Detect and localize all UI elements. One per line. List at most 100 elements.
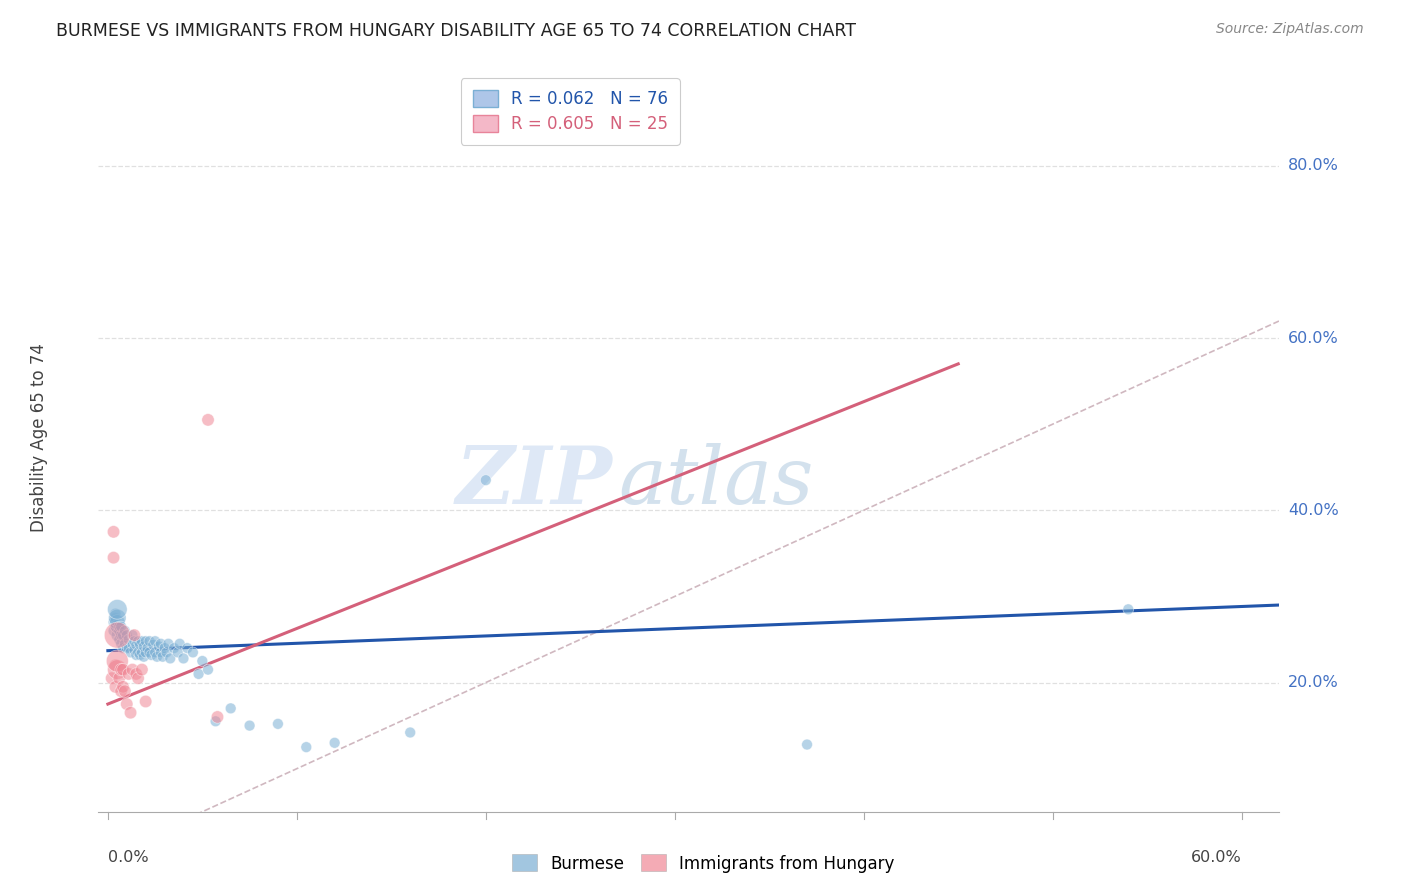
Point bbox=[124, 642, 146, 657]
Point bbox=[127, 645, 149, 659]
Point bbox=[111, 663, 134, 677]
Point bbox=[114, 637, 136, 651]
Point bbox=[132, 640, 155, 654]
Point bbox=[105, 602, 128, 616]
Point bbox=[103, 524, 125, 539]
Point bbox=[197, 663, 219, 677]
Point bbox=[108, 632, 131, 647]
Point bbox=[138, 634, 160, 648]
Point bbox=[141, 648, 163, 662]
Point bbox=[131, 634, 153, 648]
Point bbox=[104, 680, 127, 694]
Text: 0.0%: 0.0% bbox=[108, 850, 149, 865]
Text: BURMESE VS IMMIGRANTS FROM HUNGARY DISABILITY AGE 65 TO 74 CORRELATION CHART: BURMESE VS IMMIGRANTS FROM HUNGARY DISAB… bbox=[56, 22, 856, 40]
Point bbox=[149, 645, 172, 659]
Point bbox=[135, 694, 157, 708]
Point bbox=[110, 663, 132, 677]
Point bbox=[104, 619, 127, 633]
Text: 20.0%: 20.0% bbox=[1288, 675, 1339, 690]
Point bbox=[111, 641, 134, 656]
Point bbox=[399, 725, 422, 739]
Point bbox=[132, 649, 155, 664]
Point bbox=[146, 649, 169, 664]
Point bbox=[110, 637, 132, 651]
Point bbox=[118, 641, 141, 656]
Point bbox=[219, 701, 242, 715]
Point bbox=[115, 628, 138, 642]
Point bbox=[103, 550, 125, 565]
Point bbox=[163, 641, 186, 656]
Point bbox=[136, 641, 159, 656]
Point bbox=[120, 645, 142, 659]
Point bbox=[120, 706, 142, 720]
Point bbox=[181, 645, 204, 659]
Point bbox=[118, 632, 141, 647]
Point bbox=[157, 637, 180, 651]
Point bbox=[103, 624, 125, 638]
Point bbox=[114, 624, 136, 638]
Point bbox=[166, 645, 188, 659]
Point bbox=[124, 628, 146, 642]
Point bbox=[108, 624, 131, 638]
Text: atlas: atlas bbox=[619, 443, 814, 521]
Point bbox=[115, 641, 138, 656]
Point bbox=[143, 634, 166, 648]
Point bbox=[138, 645, 160, 659]
Point bbox=[105, 611, 128, 625]
Point bbox=[176, 641, 198, 656]
Text: ZIP: ZIP bbox=[456, 443, 612, 521]
Text: Source: ZipAtlas.com: Source: ZipAtlas.com bbox=[1216, 22, 1364, 37]
Point bbox=[105, 654, 128, 668]
Point bbox=[129, 638, 152, 652]
Point bbox=[105, 663, 128, 677]
Point bbox=[187, 667, 209, 681]
Point bbox=[267, 717, 290, 731]
Point bbox=[110, 684, 132, 698]
Point bbox=[125, 667, 148, 681]
Point bbox=[105, 628, 128, 642]
Point bbox=[104, 658, 127, 673]
Point bbox=[108, 671, 131, 685]
Point bbox=[172, 651, 194, 665]
Point bbox=[191, 654, 214, 668]
Point bbox=[142, 638, 165, 652]
Point bbox=[125, 638, 148, 652]
Point bbox=[100, 671, 122, 685]
Point bbox=[152, 649, 174, 664]
Point bbox=[796, 738, 818, 752]
Point bbox=[207, 710, 229, 724]
Point bbox=[159, 651, 181, 665]
Point bbox=[105, 628, 128, 642]
Point bbox=[127, 671, 149, 685]
Point bbox=[197, 413, 219, 427]
Point bbox=[110, 628, 132, 642]
Point bbox=[295, 740, 318, 755]
Point bbox=[111, 680, 134, 694]
Point bbox=[111, 628, 134, 642]
Point bbox=[105, 619, 128, 633]
Point bbox=[148, 640, 170, 654]
Point bbox=[169, 637, 191, 651]
Point bbox=[104, 607, 127, 621]
Point bbox=[131, 645, 153, 659]
Point bbox=[114, 684, 136, 698]
Point bbox=[149, 637, 172, 651]
Point bbox=[155, 645, 177, 659]
Point bbox=[115, 697, 138, 711]
Point bbox=[118, 667, 141, 681]
Text: 60.0%: 60.0% bbox=[1288, 331, 1339, 345]
Point bbox=[121, 637, 143, 651]
Point bbox=[129, 648, 152, 662]
Point bbox=[475, 473, 498, 487]
Point bbox=[124, 634, 146, 648]
Point bbox=[121, 663, 143, 677]
Point bbox=[1116, 602, 1139, 616]
Legend: Burmese, Immigrants from Hungary: Burmese, Immigrants from Hungary bbox=[505, 847, 901, 880]
Point bbox=[110, 619, 132, 633]
Point bbox=[153, 641, 176, 656]
Text: 80.0%: 80.0% bbox=[1288, 158, 1339, 173]
Point bbox=[143, 645, 166, 659]
Point bbox=[135, 645, 157, 659]
Point bbox=[103, 615, 125, 630]
Point bbox=[127, 634, 149, 648]
